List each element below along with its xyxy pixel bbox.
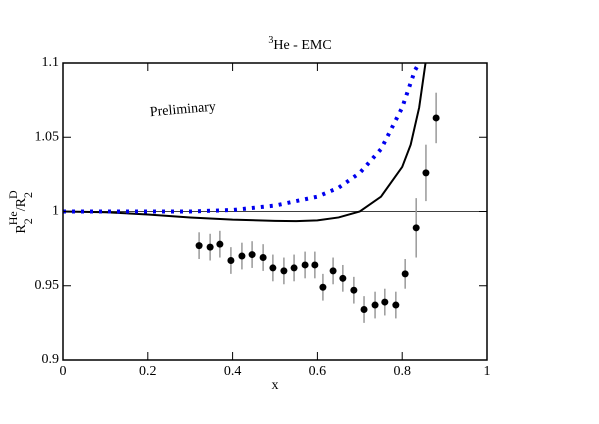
annotation: Preliminary: [149, 99, 216, 120]
y-tick-label: 1.1: [42, 55, 60, 70]
data-point: [206, 243, 214, 251]
plot-area: [63, 63, 487, 323]
ylabel-sub: 2: [21, 192, 35, 198]
plot-frame: [62, 62, 488, 361]
x-tick-label: 0.2: [139, 364, 157, 379]
x-tick-label: 1: [484, 364, 491, 379]
data-point: [238, 252, 246, 260]
data-point: [432, 114, 440, 122]
y-tick-label: 1.05: [35, 129, 60, 144]
ylabel-sup: He: [6, 211, 20, 225]
data-point: [350, 286, 358, 294]
data-point: [360, 306, 368, 314]
data-point: [412, 224, 420, 232]
y-tick-label: 0.95: [35, 278, 60, 293]
title-sup: 3: [268, 35, 273, 46]
data-point: [269, 264, 277, 272]
data-point: [401, 270, 409, 278]
data-point: [195, 242, 203, 250]
data-point: [319, 283, 327, 291]
ylabel-sup: D: [6, 190, 20, 199]
x-tick-label: 0: [60, 364, 67, 379]
y-tick-label: 0.9: [42, 352, 60, 367]
y-axis-label: R2He/R2D: [6, 190, 35, 234]
data-point: [381, 298, 389, 306]
x-axis-label: x: [272, 378, 279, 393]
data-point: [422, 169, 430, 177]
data-point: [280, 267, 288, 275]
y-tick-label: 1: [52, 204, 59, 219]
x-tick-label: 0.6: [309, 364, 327, 379]
title-text: He - EMC: [273, 38, 331, 53]
curve: [63, 63, 421, 214]
ylabel-base: R: [14, 224, 29, 234]
data-point: [290, 264, 298, 272]
chart-title: 3He - EMC: [268, 35, 331, 53]
data-point: [216, 240, 224, 248]
x-tick-label: 0.8: [393, 364, 411, 379]
data-point: [339, 274, 347, 282]
data-point: [227, 257, 235, 265]
ylabel-slash: /R: [14, 197, 29, 211]
data-point: [311, 261, 319, 269]
curve: [63, 63, 427, 223]
ylabel-sub: 2: [21, 218, 35, 224]
data-point: [301, 261, 309, 269]
data-point: [329, 267, 337, 275]
x-tick-label: 0.4: [224, 364, 242, 379]
data-point: [371, 301, 379, 309]
data-point: [248, 251, 256, 259]
data-point: [259, 254, 267, 262]
data-point: [392, 301, 400, 309]
